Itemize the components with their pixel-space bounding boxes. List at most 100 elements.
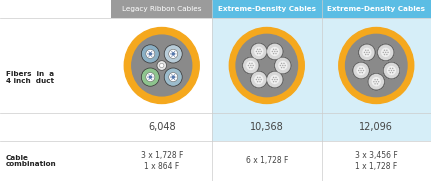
Circle shape [353,62,369,79]
Text: 6 x 1,728 F: 6 x 1,728 F [246,157,288,165]
Circle shape [151,56,152,57]
Circle shape [384,62,399,79]
Circle shape [275,57,291,74]
Bar [111,18,212,113]
Circle shape [174,79,175,80]
Circle shape [171,56,173,57]
Circle shape [171,51,173,52]
Circle shape [251,67,253,68]
Circle shape [359,44,375,60]
Bar [212,18,322,113]
Circle shape [365,50,366,51]
Circle shape [358,44,375,61]
Bar [322,0,431,18]
Circle shape [257,49,258,50]
Circle shape [281,63,282,64]
Circle shape [377,79,378,80]
Circle shape [283,67,284,68]
Circle shape [393,70,395,71]
Circle shape [259,77,261,78]
Circle shape [282,65,284,66]
Circle shape [250,43,267,60]
Circle shape [381,48,390,57]
Circle shape [171,79,173,80]
Circle shape [359,68,361,69]
Circle shape [253,65,254,66]
Circle shape [357,66,366,75]
Circle shape [273,53,274,54]
Circle shape [171,75,175,79]
Circle shape [365,54,366,55]
Text: 10,368: 10,368 [250,122,284,132]
Bar [0,0,111,181]
Circle shape [359,72,361,73]
Circle shape [151,79,152,80]
Circle shape [361,68,363,69]
Circle shape [149,75,152,79]
Circle shape [283,63,284,64]
Circle shape [175,76,177,78]
Circle shape [364,52,365,53]
Circle shape [375,79,376,80]
Bar [212,113,322,141]
Circle shape [266,43,283,60]
Circle shape [375,83,376,85]
Circle shape [151,51,152,52]
Circle shape [267,71,283,88]
Circle shape [260,79,262,80]
Circle shape [361,72,363,73]
Circle shape [164,45,182,63]
Bar [322,113,431,141]
Circle shape [175,53,177,54]
Circle shape [274,79,275,80]
Circle shape [257,53,258,54]
Circle shape [272,51,273,52]
Circle shape [236,34,298,97]
Circle shape [250,71,267,88]
Circle shape [275,53,277,54]
Bar [111,0,212,18]
Circle shape [392,68,393,69]
Circle shape [377,83,378,85]
Circle shape [174,51,175,52]
Circle shape [388,70,390,71]
Circle shape [386,54,388,55]
Circle shape [148,56,149,57]
Circle shape [270,75,279,84]
Circle shape [361,70,362,71]
Bar [111,113,212,141]
Circle shape [257,77,258,78]
Text: Fibers  in  a
4 inch  duct: Fibers in a 4 inch duct [6,71,54,84]
Circle shape [170,76,171,78]
Circle shape [389,72,391,73]
Circle shape [259,49,261,50]
Circle shape [258,79,260,80]
Circle shape [169,49,178,58]
Circle shape [277,51,278,52]
Circle shape [267,43,283,60]
Circle shape [174,74,175,75]
Circle shape [164,68,182,86]
Circle shape [339,28,414,104]
Text: 6,048: 6,048 [148,122,176,132]
Circle shape [147,53,148,54]
Circle shape [153,53,154,54]
Circle shape [368,73,385,90]
Circle shape [148,51,149,52]
Circle shape [362,48,371,57]
Circle shape [243,57,259,74]
Circle shape [248,65,249,66]
Circle shape [256,79,257,80]
Circle shape [277,79,278,80]
Circle shape [353,62,370,79]
Circle shape [387,66,396,75]
Circle shape [160,63,164,68]
Circle shape [141,68,160,86]
Circle shape [368,74,384,90]
Circle shape [249,63,250,64]
Circle shape [274,57,291,74]
Circle shape [278,61,288,70]
Circle shape [284,65,286,66]
Circle shape [384,50,385,51]
Bar [322,141,431,181]
